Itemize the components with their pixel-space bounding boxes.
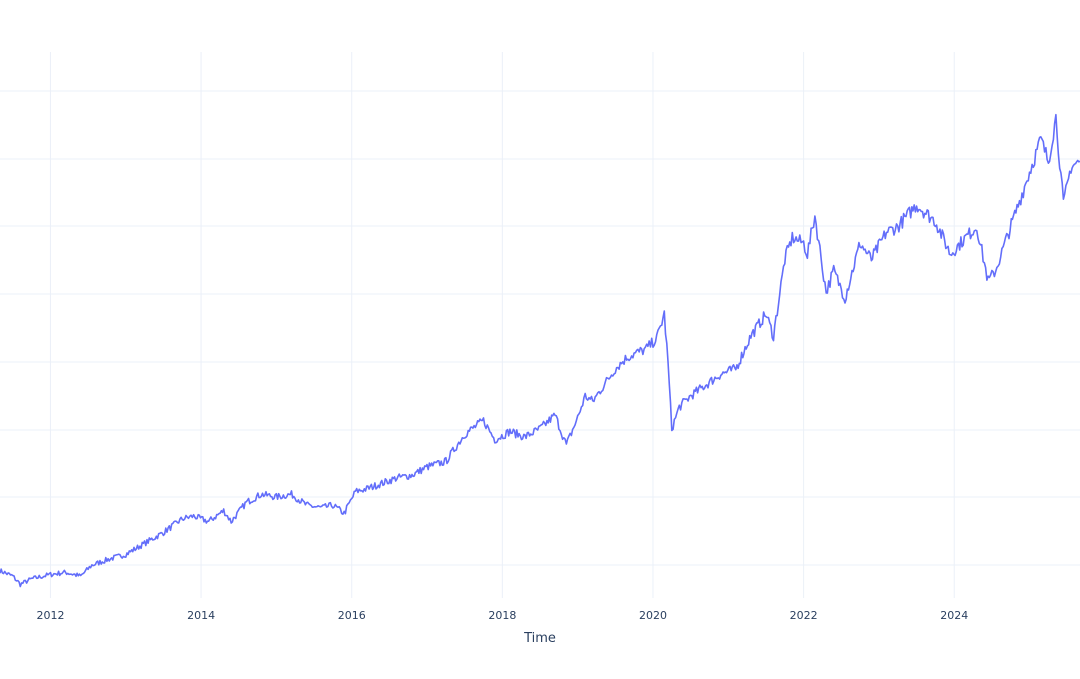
x-axis-ticks: 2012 2014 2016 2018 2020 2022 2024 (36, 609, 968, 622)
series-layer (0, 113, 1080, 588)
grid (0, 52, 1080, 598)
x-tick-label: 2022 (790, 609, 818, 622)
x-tick-label: 2014 (187, 609, 215, 622)
x-tick-label: 2020 (639, 609, 667, 622)
x-tick-label: 2012 (36, 609, 64, 622)
x-tick-label: 2016 (338, 609, 366, 622)
x-tick-label: 2024 (940, 609, 968, 622)
series-line (0, 113, 1080, 588)
x-tick-label: 2018 (488, 609, 516, 622)
x-axis-title: Time (523, 631, 556, 646)
